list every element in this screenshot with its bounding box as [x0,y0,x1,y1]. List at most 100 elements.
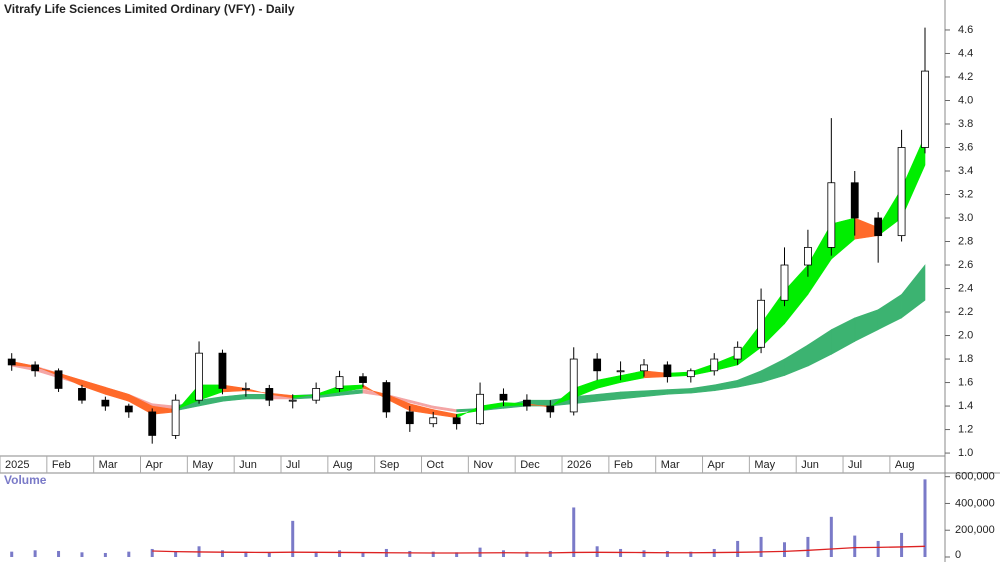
x-tick-label: Dec [520,459,540,471]
y-tick-label: 3.4 [958,165,973,177]
candle-body [780,264,789,301]
y-tick-label: 4.6 [958,24,973,36]
volume-bar [314,551,318,557]
candle-body [897,147,906,237]
volume-bar [829,516,833,557]
candle-body [663,364,672,378]
candle-body [850,182,859,219]
volume-bar [665,550,669,557]
candle-body [195,352,203,401]
candle-body [733,346,742,360]
volume-bar [361,552,365,557]
candle-body [7,358,16,366]
candle-body [616,370,625,373]
y-tick-label: 1.4 [958,400,973,412]
candle-body [874,217,883,237]
x-tick-label: Apr [146,459,163,471]
candle-body [359,376,367,383]
candle-body [476,393,484,425]
candle-body [312,388,321,401]
x-tick-label: Aug [895,459,915,471]
candle-body [452,417,461,425]
volume-bar [338,550,342,557]
y-tick-label: 2.2 [958,306,973,318]
ribbon [901,264,926,319]
candle-body [921,70,929,148]
candle-body [218,352,227,389]
volume-bar [501,550,505,557]
y-tick-label: 1.2 [958,423,973,435]
y-tick-label: 600,000 [955,471,995,483]
candle-body [124,405,133,413]
y-tick-label: 3.8 [958,118,973,130]
volume-bar [408,550,412,557]
candle-body [405,411,414,425]
y-tick-label: 3.0 [958,212,973,224]
volume-bar [103,552,107,557]
volume-bar [642,550,646,557]
x-tick-label: Oct [427,459,444,471]
y-tick-label: 1.0 [958,447,973,459]
x-tick-label: May [754,459,775,471]
volume-bar [782,542,786,557]
volume-bar [900,532,904,557]
x-tick-label: May [192,459,213,471]
candle-body [31,364,40,372]
volume-bar [267,552,271,557]
y-tick-label: 1.8 [958,353,973,365]
volume-bar [876,540,880,557]
y-tick-label: 2.8 [958,235,973,247]
candle-body [686,370,695,378]
candle-body [569,358,578,413]
x-tick-label: Aug [333,459,353,471]
y-tick-label: 1.6 [958,376,973,388]
candle-body [78,388,86,401]
volume-bar [150,548,154,557]
volume-bar [244,551,248,557]
x-tick-label: 2026 [567,459,591,471]
candle-body [757,299,765,348]
volume-bar [806,536,810,557]
volume-bar [595,546,599,557]
candle-body [593,358,602,372]
volume-title: Volume [4,473,47,487]
volume-bar [853,535,857,557]
x-tick-label: Jul [848,459,862,471]
x-tick-label: Feb [52,459,71,471]
y-tick-label: 4.0 [958,94,973,106]
candle-body [382,382,391,413]
y-tick-label: 2.6 [958,259,973,271]
volume-bar [689,551,693,557]
x-tick-label: Jun [801,459,819,471]
y-tick-label: 4.4 [958,47,973,59]
x-tick-label: Apr [708,459,725,471]
y-tick-label: 3.6 [958,141,973,153]
volume-bar [220,550,224,557]
volume-average [152,545,926,554]
x-tick-label: Jun [239,459,257,471]
candle-body [171,399,180,436]
volume-bar [736,540,740,557]
candle-body [522,399,531,407]
volume-bar [759,536,763,557]
y-tick-label: 200,000 [955,524,995,536]
candle-body [148,411,157,436]
volume-bar [572,507,576,557]
volume-bar [10,551,14,557]
x-tick-label: Mar [99,459,118,471]
volume-bar [127,551,131,557]
volume-bar [33,550,37,557]
volume-bar [548,550,552,557]
chart-title: Vitrafy Life Sciences Limited Ordinary (… [4,2,295,16]
y-tick-label: 0 [955,549,961,561]
candle-body [241,388,250,390]
x-tick-label: Jul [286,459,300,471]
x-tick-label: Sep [380,459,400,471]
volume-bar [174,551,178,557]
candle-body [429,417,438,425]
candle-body [101,399,110,407]
candle-body [499,393,508,401]
y-tick-label: 400,000 [955,497,995,509]
